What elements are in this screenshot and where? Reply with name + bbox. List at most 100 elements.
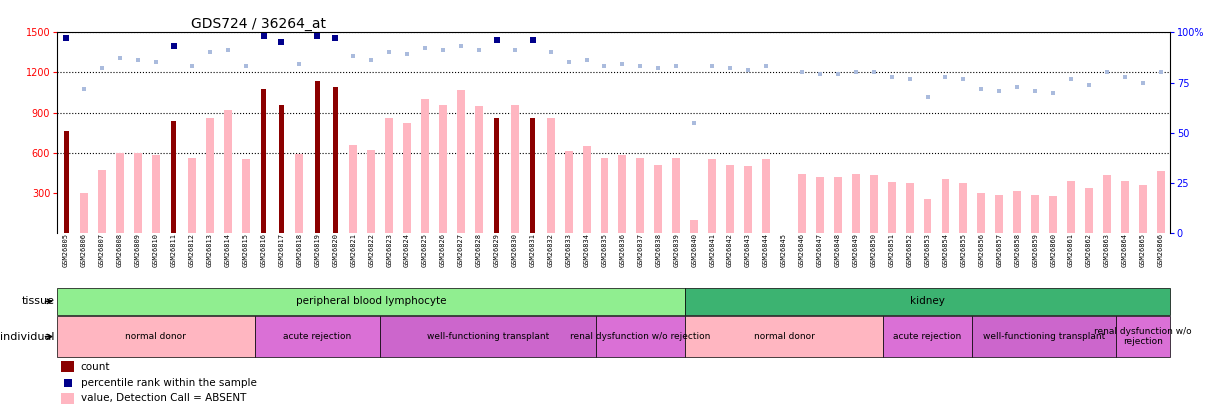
Bar	[1013, 192, 1021, 233]
Text: GSM26859: GSM26859	[1032, 233, 1038, 267]
Text: percentile rank within the sample: percentile rank within the sample	[80, 377, 257, 388]
Text: GSM26813: GSM26813	[207, 233, 213, 267]
Text: GSM26836: GSM26836	[619, 233, 625, 267]
Text: GSM26858: GSM26858	[1014, 233, 1020, 267]
Bar	[57, 288, 686, 315]
Text: GSM26866: GSM26866	[1158, 233, 1164, 267]
Text: GSM26845: GSM26845	[781, 233, 787, 267]
Text: GSM26807: GSM26807	[98, 233, 105, 267]
Text: GSM26824: GSM26824	[404, 233, 410, 267]
Text: GSM26841: GSM26841	[709, 233, 715, 267]
Bar	[973, 316, 1116, 357]
Text: peripheral blood lymphocyte: peripheral blood lymphocyte	[295, 296, 446, 306]
Bar	[869, 175, 878, 233]
Bar	[888, 182, 895, 233]
Bar	[495, 118, 500, 233]
Bar	[187, 158, 196, 233]
Text: individual: individual	[0, 332, 55, 341]
Bar	[941, 179, 950, 233]
Bar	[996, 195, 1003, 233]
Text: tissue: tissue	[22, 296, 55, 306]
Bar	[254, 316, 381, 357]
Bar	[61, 393, 74, 404]
Text: GSM26860: GSM26860	[1051, 233, 1057, 267]
Text: kidney: kidney	[910, 296, 945, 306]
Bar	[924, 200, 931, 233]
Bar	[744, 166, 751, 233]
Bar	[1068, 181, 1075, 233]
Bar	[278, 104, 285, 233]
Text: GSM26832: GSM26832	[547, 233, 553, 267]
Text: GSM26846: GSM26846	[799, 233, 805, 267]
Bar	[134, 153, 142, 233]
Text: GSM26854: GSM26854	[942, 233, 948, 267]
Text: GSM26830: GSM26830	[512, 233, 518, 267]
Bar	[851, 174, 860, 233]
Text: GSM26817: GSM26817	[278, 233, 285, 267]
Bar	[475, 106, 483, 233]
Text: GSM26857: GSM26857	[996, 233, 1002, 267]
Bar	[708, 160, 716, 233]
Text: value, Detection Call = ABSENT: value, Detection Call = ABSENT	[80, 393, 246, 403]
Text: GSM26842: GSM26842	[727, 233, 733, 267]
Bar	[57, 316, 254, 357]
Text: GSM26855: GSM26855	[961, 233, 967, 267]
Bar	[1031, 195, 1040, 233]
Bar	[530, 118, 535, 233]
Bar	[883, 316, 973, 357]
Bar	[80, 193, 88, 233]
Text: GSM26849: GSM26849	[852, 233, 858, 267]
Text: GSM26819: GSM26819	[315, 233, 320, 267]
Bar	[1085, 188, 1093, 233]
Text: normal donor: normal donor	[125, 332, 186, 341]
Bar	[511, 104, 519, 233]
Bar	[978, 194, 985, 233]
Bar	[596, 316, 686, 357]
Text: well-functioning transplant: well-functioning transplant	[427, 332, 548, 341]
Bar	[1116, 316, 1170, 357]
Text: GSM26851: GSM26851	[889, 233, 895, 267]
Text: GDS724 / 36264_at: GDS724 / 36264_at	[191, 17, 326, 31]
Bar	[601, 158, 608, 233]
Bar	[295, 154, 303, 233]
Text: acute rejection: acute rejection	[894, 332, 962, 341]
Bar	[816, 177, 823, 233]
Text: GSM26831: GSM26831	[530, 233, 536, 267]
Bar	[726, 165, 734, 233]
Text: GSM26814: GSM26814	[225, 233, 231, 267]
Bar	[672, 158, 680, 233]
Bar	[206, 118, 214, 233]
Bar	[762, 160, 770, 233]
Bar	[654, 165, 663, 233]
Bar	[61, 361, 74, 372]
Text: GSM26808: GSM26808	[117, 233, 123, 267]
Bar	[1156, 171, 1165, 233]
Text: GSM26865: GSM26865	[1139, 233, 1145, 267]
Text: GSM26863: GSM26863	[1104, 233, 1110, 267]
Bar	[1139, 185, 1147, 233]
Text: GSM26837: GSM26837	[637, 233, 643, 267]
Bar	[619, 156, 626, 233]
Text: GSM26861: GSM26861	[1068, 233, 1074, 267]
Text: renal dysfunction w/o
rejection: renal dysfunction w/o rejection	[1094, 327, 1192, 346]
Bar	[564, 151, 573, 233]
Bar	[63, 131, 68, 233]
Bar	[381, 316, 596, 357]
Text: normal donor: normal donor	[754, 332, 815, 341]
Bar	[404, 123, 411, 233]
Text: GSM26828: GSM26828	[475, 233, 482, 267]
Text: GSM26827: GSM26827	[458, 233, 465, 267]
Bar	[224, 110, 231, 233]
Bar	[636, 158, 644, 233]
Text: GSM26834: GSM26834	[584, 233, 590, 267]
Text: GSM26816: GSM26816	[260, 233, 266, 267]
Bar	[959, 183, 968, 233]
Bar	[906, 183, 913, 233]
Text: GSM26835: GSM26835	[602, 233, 608, 267]
Text: GSM26821: GSM26821	[350, 233, 356, 267]
Text: count: count	[80, 362, 111, 372]
Bar	[349, 145, 358, 233]
Text: GSM26818: GSM26818	[297, 233, 303, 267]
Bar	[834, 177, 841, 233]
Bar	[691, 220, 698, 233]
